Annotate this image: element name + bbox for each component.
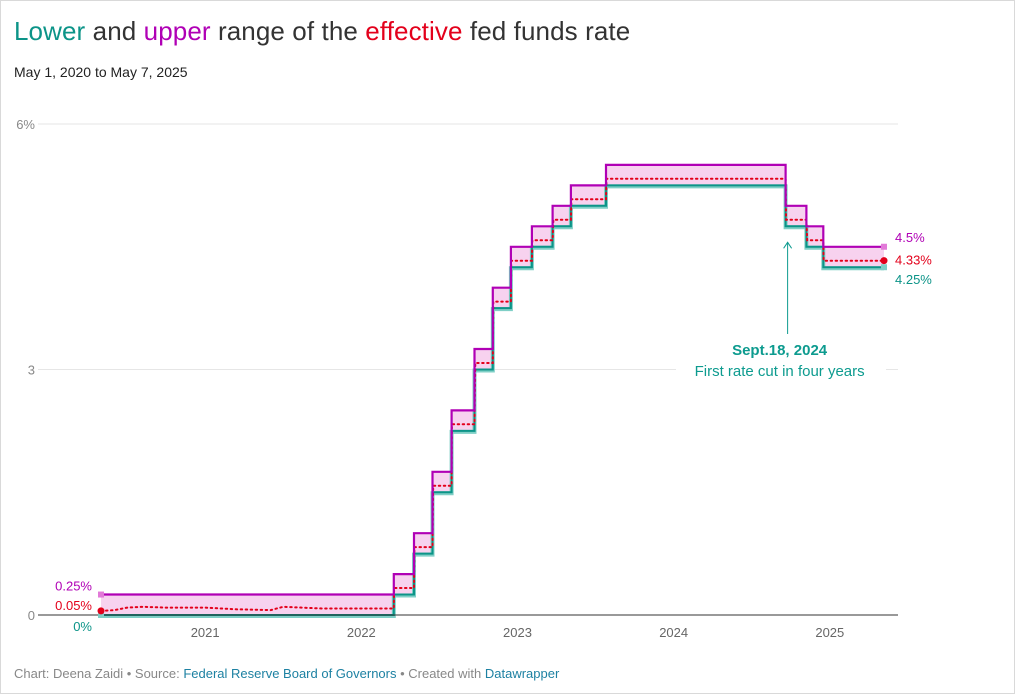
annotation-arrow-head bbox=[783, 241, 793, 249]
label-upper-end: 4.5% bbox=[895, 230, 925, 245]
lower-end-marker bbox=[881, 264, 887, 271]
title-upper: upper bbox=[143, 16, 211, 46]
upper-end-marker bbox=[881, 243, 887, 250]
upper-line bbox=[101, 163, 884, 596]
footer-sep-tool: • Created with bbox=[396, 666, 485, 681]
effective-line bbox=[100, 177, 885, 612]
annotation-backdrop bbox=[676, 357, 886, 381]
chart-title: Lower and upper range of the effective f… bbox=[14, 16, 630, 47]
y-tick-label-3: 3 bbox=[28, 363, 35, 378]
x-tick-label-2023: 2023 bbox=[503, 625, 532, 640]
y-tick-label-0: 0 bbox=[28, 608, 35, 623]
x-tick-label-2022: 2022 bbox=[347, 625, 376, 640]
label-lower-end: 4.25% bbox=[895, 272, 932, 287]
y-tick-label-6: 6% bbox=[16, 117, 35, 132]
label-upper-start: 0.25% bbox=[55, 579, 92, 594]
x-tick-label-2024: 2024 bbox=[659, 625, 688, 640]
title-and: and bbox=[85, 16, 144, 46]
lower-line-shadow bbox=[101, 184, 884, 618]
lower-line bbox=[101, 184, 884, 616]
effective-end-marker bbox=[880, 257, 888, 265]
range-band bbox=[101, 164, 884, 615]
footer-sep-source: • Source: bbox=[123, 666, 184, 681]
x-tick-label-2021: 2021 bbox=[191, 625, 220, 640]
annotation-date: Sept.18, 2024 bbox=[732, 342, 828, 359]
upper-start-marker bbox=[98, 591, 104, 598]
source-link[interactable]: Federal Reserve Board of Governors bbox=[183, 666, 397, 681]
title-end: fed funds rate bbox=[462, 16, 631, 46]
effective-start-marker bbox=[97, 607, 105, 615]
label-effective-start: 0.05% bbox=[55, 598, 92, 613]
chart-subtitle: May 1, 2020 to May 7, 2025 bbox=[14, 64, 188, 80]
datawrapper-link[interactable]: Datawrapper bbox=[484, 666, 560, 681]
footer-author: Chart: Deena Zaidi bbox=[14, 666, 124, 681]
label-lower-start: 0% bbox=[73, 619, 92, 634]
label-effective-end: 4.33% bbox=[895, 253, 932, 268]
title-lower: Lower bbox=[14, 16, 86, 46]
title-middle: range of the bbox=[210, 16, 366, 46]
chart-footer: Chart: Deena Zaidi • Source: Federal Res… bbox=[14, 666, 559, 681]
x-tick-label-2025: 2025 bbox=[815, 625, 844, 640]
annotation-text: First rate cut in four years bbox=[695, 363, 865, 380]
title-effective: effective bbox=[365, 16, 463, 46]
lower-start-marker bbox=[98, 612, 104, 618]
